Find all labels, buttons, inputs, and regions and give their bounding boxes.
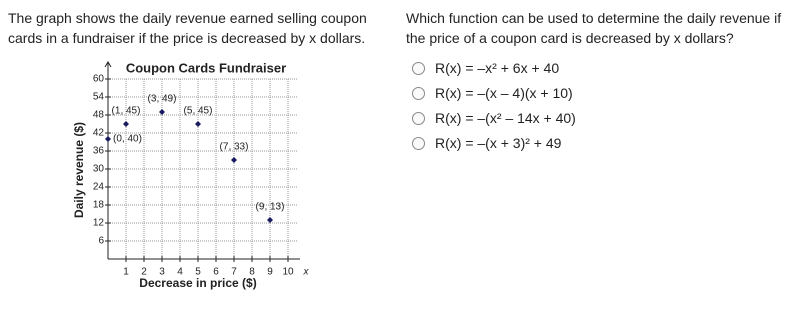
x-tick-label: 5	[195, 267, 201, 278]
y-tick-label: 42	[93, 128, 105, 139]
data-label: (3, 49)	[148, 94, 177, 105]
option-text: R(x) = –x² + 6x + 40	[435, 60, 560, 76]
y-tick-label: 60	[93, 74, 105, 85]
answer-option[interactable]: R(x) = –x² + 6x + 40	[412, 60, 559, 76]
option-text: R(x) = –(x² – 14x + 40)	[435, 110, 576, 126]
y-tick-label: 48	[93, 110, 105, 121]
answer-option[interactable]: R(x) = –(x – 4)(x + 10)	[412, 85, 573, 101]
x-tick-label: 8	[249, 267, 255, 278]
x-tick-label: 9	[267, 267, 273, 278]
y-tick-label: 6	[98, 236, 104, 247]
data-point	[159, 109, 165, 115]
data-point	[267, 217, 273, 223]
chart: Coupon Cards Fundraiser Decrease in pric…	[72, 60, 310, 290]
prompt-text: The graph shows the daily revenue earned…	[8, 10, 367, 46]
data-label: (1, 45)	[112, 106, 141, 117]
data-point	[105, 136, 111, 142]
x-axis-end-label: x	[303, 267, 310, 278]
y-tick-label: 18	[93, 200, 105, 211]
question-text: Which function can be used to determine …	[406, 10, 782, 46]
x-tick-label: 6	[213, 267, 219, 278]
x-tick-label: 3	[159, 267, 165, 278]
y-tick-label: 30	[93, 164, 105, 175]
option-text: R(x) = –(x + 3)² + 49	[435, 135, 562, 151]
data-label: (9, 13)	[256, 202, 285, 213]
x-tick-label: 10	[282, 267, 294, 278]
y-tick-label: 54	[93, 92, 105, 103]
answer-option[interactable]: R(x) = –(x + 3)² + 49	[412, 135, 561, 151]
data-point	[195, 121, 201, 127]
option-text: R(x) = –(x – 4)(x + 10)	[435, 85, 573, 101]
radio-button[interactable]	[412, 86, 425, 100]
radio-button[interactable]	[412, 61, 425, 75]
data-label: (5, 45)	[184, 106, 213, 117]
x-tick-label: 2	[141, 267, 147, 278]
y-axis-title: Daily revenue ($)	[72, 122, 86, 218]
data-label: (7, 33)	[220, 142, 249, 153]
y-tick-label: 12	[93, 218, 105, 229]
x-axis-title: Decrease in price ($)	[139, 276, 256, 290]
y-tick-label: 24	[93, 182, 105, 193]
data-point	[231, 157, 237, 163]
x-tick-label: 1	[123, 267, 129, 278]
data-label: (0, 40)	[113, 134, 142, 145]
answer-option[interactable]: R(x) = –(x² – 14x + 40)	[412, 110, 576, 126]
chart-title: Coupon Cards Fundraiser	[126, 60, 286, 75]
x-tick-label: 7	[231, 267, 237, 278]
radio-button[interactable]	[412, 136, 425, 150]
axis-arrow	[104, 61, 112, 68]
x-tick-label: 4	[177, 267, 183, 278]
data-point	[123, 121, 129, 127]
radio-button[interactable]	[412, 111, 425, 125]
y-tick-label: 36	[93, 146, 105, 157]
